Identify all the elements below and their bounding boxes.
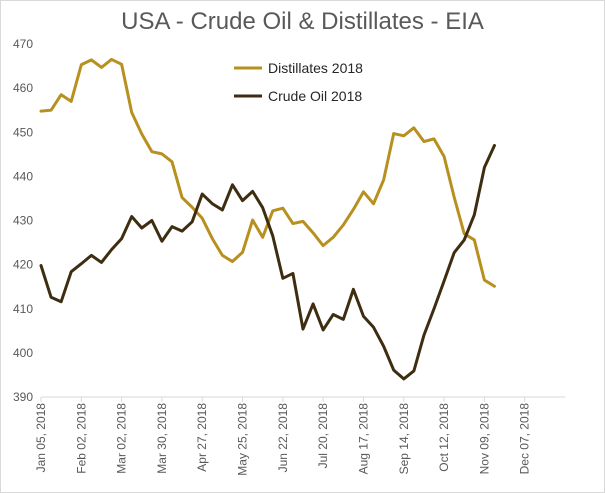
- chart-title: USA - Crude Oil & Distillates - EIA: [121, 8, 484, 35]
- legend: Distillates 2018 Crude Oil 2018: [226, 54, 366, 110]
- x-tick-label: Aug 17, 2018: [356, 403, 370, 475]
- x-tick-label: Jun 22, 2018: [276, 403, 290, 473]
- legend-box: [226, 54, 366, 110]
- x-tick-label: Jan 05, 2018: [34, 403, 48, 473]
- x-tick-label: Jul 20, 2018: [316, 403, 330, 469]
- x-tick-label: Dec 07, 2018: [518, 403, 532, 475]
- y-tick-label: 440: [13, 169, 33, 183]
- x-tick-label: May 25, 2018: [236, 403, 250, 476]
- x-axis: Jan 05, 2018 Feb 02, 2018 Mar 02, 2018 Mar …: [34, 396, 565, 476]
- x-tick-label: Mar 30, 2018: [155, 403, 169, 474]
- y-tick-label: 460: [13, 81, 33, 95]
- y-tick-label: 400: [13, 346, 33, 360]
- y-axis: 390 400 410 420 430 440 450 460 470: [13, 37, 33, 404]
- x-tick-label: Sep 14, 2018: [397, 403, 411, 475]
- legend-label: Crude Oil 2018: [268, 88, 362, 104]
- x-tick-label: Mar 02, 2018: [115, 403, 129, 474]
- y-tick-label: 430: [13, 214, 33, 228]
- series-lines: [39, 57, 496, 381]
- x-tick-label: Oct 12, 2018: [437, 403, 451, 472]
- x-tick-label: Feb 02, 2018: [74, 403, 88, 474]
- y-tick-label: 390: [13, 390, 33, 404]
- y-tick-label: 450: [13, 125, 33, 139]
- y-tick-label: 470: [13, 37, 33, 51]
- x-tick-label: Apr 27, 2018: [195, 403, 209, 472]
- crude-oil-series-line: [39, 143, 496, 381]
- y-tick-label: 420: [13, 258, 33, 272]
- y-tick-label: 410: [13, 302, 33, 316]
- legend-label: Distillates 2018: [268, 60, 363, 76]
- x-tick-label: Nov 09, 2018: [477, 403, 491, 475]
